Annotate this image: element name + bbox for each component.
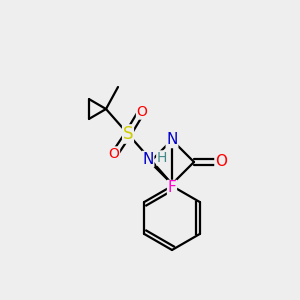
Text: N: N	[142, 152, 154, 166]
Text: H: H	[157, 151, 167, 165]
Text: O: O	[109, 147, 119, 161]
Text: O: O	[215, 154, 227, 169]
Text: F: F	[168, 181, 176, 196]
Text: O: O	[136, 105, 147, 119]
Text: S: S	[123, 125, 133, 143]
Text: N: N	[166, 133, 178, 148]
